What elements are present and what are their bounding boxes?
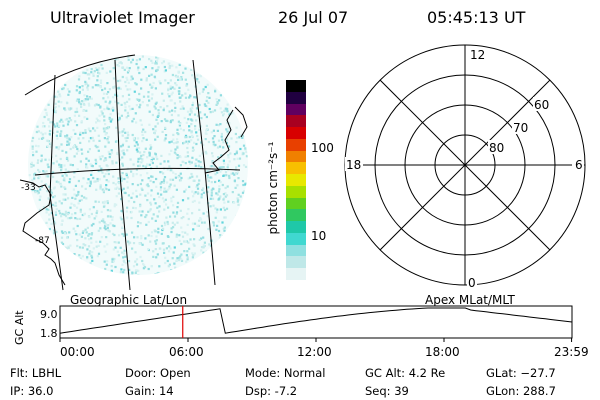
- colorbar-segment: [286, 209, 306, 222]
- colorbar-segment: [286, 185, 306, 198]
- colorbar-segment: [286, 115, 306, 128]
- mlat-label-70: 70: [513, 121, 528, 135]
- colorbar-segment: [286, 268, 306, 280]
- colorbar-tick-100: 100: [311, 141, 334, 155]
- colorbar-segment: [286, 256, 306, 269]
- lat-label: -87: [35, 236, 50, 246]
- time-label: 05:45:13 UT: [427, 8, 526, 27]
- colorbar-unit-label: photon cm⁻²s⁻¹: [266, 141, 280, 235]
- altitude-timeline-plot: 9.0 1.8 GC Alt: [13, 305, 573, 345]
- colorbar-segment: [286, 221, 306, 233]
- coastline: [204, 109, 234, 174]
- colorbar-segment: [286, 103, 306, 116]
- filter-info: Flt: LBHL: [10, 366, 62, 380]
- colorbar-tick-10: 10: [311, 229, 327, 243]
- mlat-mlt-polar-plot: 12 18 6 0 60 70 80: [344, 44, 586, 290]
- uv-emission-pixels: [28, 55, 248, 275]
- mode-info: Mode: Normal: [245, 366, 326, 380]
- colorbar-segment: [286, 79, 306, 92]
- gc-alt-info: GC Alt: 4.2 Re: [365, 366, 446, 380]
- lon-grid-line: [114, 59, 131, 291]
- colorbar-segment: [286, 174, 306, 186]
- timeline-ymax: 9.0: [40, 308, 58, 321]
- time-tick-0000: 00:00: [60, 345, 95, 359]
- time-tick-0600: 06:00: [169, 345, 204, 359]
- colorbar-segment: [286, 162, 306, 175]
- colorbar-segment: [286, 150, 306, 163]
- mlat-label-80: 80: [489, 141, 504, 155]
- lon-grid-line: [49, 74, 64, 291]
- color-scale-bar: [286, 79, 306, 280]
- dsp-info: Dsp: -7.2: [245, 384, 298, 398]
- mlat-label-60: 60: [534, 98, 549, 112]
- colorbar-segment: [286, 127, 306, 139]
- altitude-curve: [59, 307, 573, 334]
- glon-info: GLon: 288.7: [486, 384, 556, 398]
- colorbar-segment: [286, 138, 306, 151]
- apex-label: Apex MLat/MLT: [425, 293, 515, 307]
- coastline: [19, 179, 66, 286]
- seq-info: Seq: 39: [365, 384, 409, 398]
- mlt-label-18: 18: [346, 158, 361, 172]
- uv-image-panel: -33 -87: [19, 54, 248, 291]
- door-info: Door: Open: [125, 366, 191, 380]
- mlt-label-0: 0: [468, 276, 476, 290]
- polar-diagonal: [379, 79, 551, 251]
- geographic-label: Geographic Lat/Lon: [70, 293, 188, 307]
- mlt-label-6: 6: [575, 158, 583, 172]
- app-title: Ultraviolet Imager: [50, 8, 195, 27]
- date-label: 26 Jul 07: [278, 8, 349, 27]
- timeline-ylabel: GC Alt: [13, 310, 26, 345]
- colorbar-segment: [286, 197, 306, 210]
- ip-info: IP: 36.0: [10, 384, 54, 398]
- glat-info: GLat: −27.7: [486, 366, 556, 380]
- mlt-label-12: 12: [470, 48, 485, 62]
- lat-grid-line: [24, 54, 136, 96]
- coastline: [234, 106, 248, 138]
- time-tick-2359: 23:59: [554, 345, 589, 359]
- time-tick-1200: 12:00: [297, 345, 332, 359]
- timeline-ymin: 1.8: [40, 327, 58, 340]
- lon-grid-line: [192, 59, 216, 286]
- colorbar-segment: [286, 244, 306, 257]
- colorbar-segment: [286, 232, 306, 245]
- lat-label: -33: [21, 183, 36, 193]
- colorbar-segment: [286, 91, 306, 104]
- lat-grid-line: [34, 167, 241, 176]
- timeline-frame: [59, 305, 573, 339]
- gain-info: Gain: 14: [125, 384, 174, 398]
- time-tick-1800: 18:00: [425, 345, 460, 359]
